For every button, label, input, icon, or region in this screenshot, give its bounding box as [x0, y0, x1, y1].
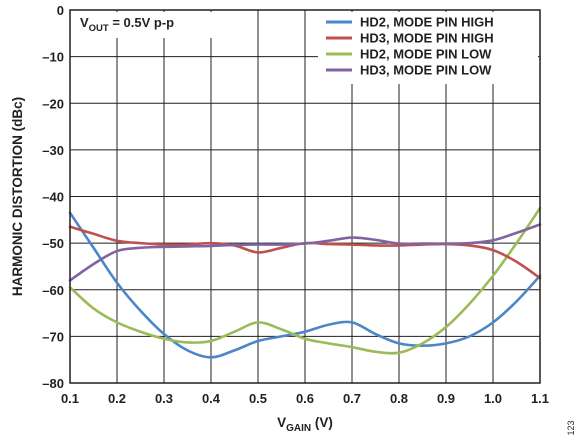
- y-axis-title: HARMONIC DISTORTION (dBc): [10, 97, 25, 296]
- x-tick-label: 0.5: [249, 391, 267, 406]
- x-tick-label: 0.6: [296, 391, 314, 406]
- series-line-4: [68, 223, 542, 282]
- plot-frame: [69, 9, 541, 384]
- x-axis-title-sub: GAIN: [286, 423, 311, 434]
- y-tick-label: –50: [42, 236, 64, 251]
- x-axis-title-main: V: [277, 415, 286, 430]
- y-tick-label: –80: [42, 376, 64, 391]
- x-tick-label: 0.4: [202, 391, 221, 406]
- annotation-sub: OUT: [89, 23, 109, 34]
- y-tick-label: –20: [42, 96, 64, 111]
- x-tick-label: 0.1: [61, 391, 79, 406]
- figure-number: 123: [566, 420, 576, 435]
- x-axis-title: VGAIN (V): [277, 415, 333, 434]
- series-lines: [68, 206, 542, 359]
- x-tick-label: 0.3: [155, 391, 173, 406]
- y-tick-label: –60: [42, 283, 64, 298]
- x-axis-title-unit: (V): [311, 415, 333, 430]
- x-tick-label: 0.8: [390, 391, 408, 406]
- annotation-rest: = 0.5V p-p: [109, 15, 174, 30]
- x-tick-label: 1.1: [531, 391, 549, 406]
- legend-label: HD2, MODE PIN HIGH: [360, 15, 494, 30]
- annotation-box: VOUT = 0.5V p-p: [72, 12, 222, 38]
- annotation-main: V: [80, 15, 89, 30]
- x-tick-label: 1.0: [484, 391, 502, 406]
- y-tick-label: –10: [42, 50, 64, 65]
- y-tick-label: 0: [57, 3, 64, 18]
- legend-background: [318, 12, 538, 84]
- y-tick-label: –30: [42, 143, 64, 158]
- series-line-3: [68, 206, 542, 355]
- x-tick-label: 0.9: [437, 391, 455, 406]
- legend-label: HD2, MODE PIN LOW: [360, 47, 492, 62]
- legend-label: HD3, MODE PIN HIGH: [360, 31, 494, 46]
- annotation-background: [72, 12, 222, 38]
- x-tick-label: 0.2: [108, 391, 126, 406]
- y-tick-label: –70: [42, 329, 64, 344]
- annotation-text: VOUT = 0.5V p-p: [80, 15, 174, 34]
- y-tick-label: –40: [42, 190, 64, 205]
- legend-label: HD3, MODE PIN LOW: [360, 63, 492, 78]
- tick-labels: 0.1 0.2 0.3 0.4 0.5 0.6 0.7 0.8 0.9 1.0 1.1 0 –10 –20…: [42, 3, 549, 406]
- series-line-1: [68, 211, 542, 359]
- x-tick-label: 0.7: [343, 391, 361, 406]
